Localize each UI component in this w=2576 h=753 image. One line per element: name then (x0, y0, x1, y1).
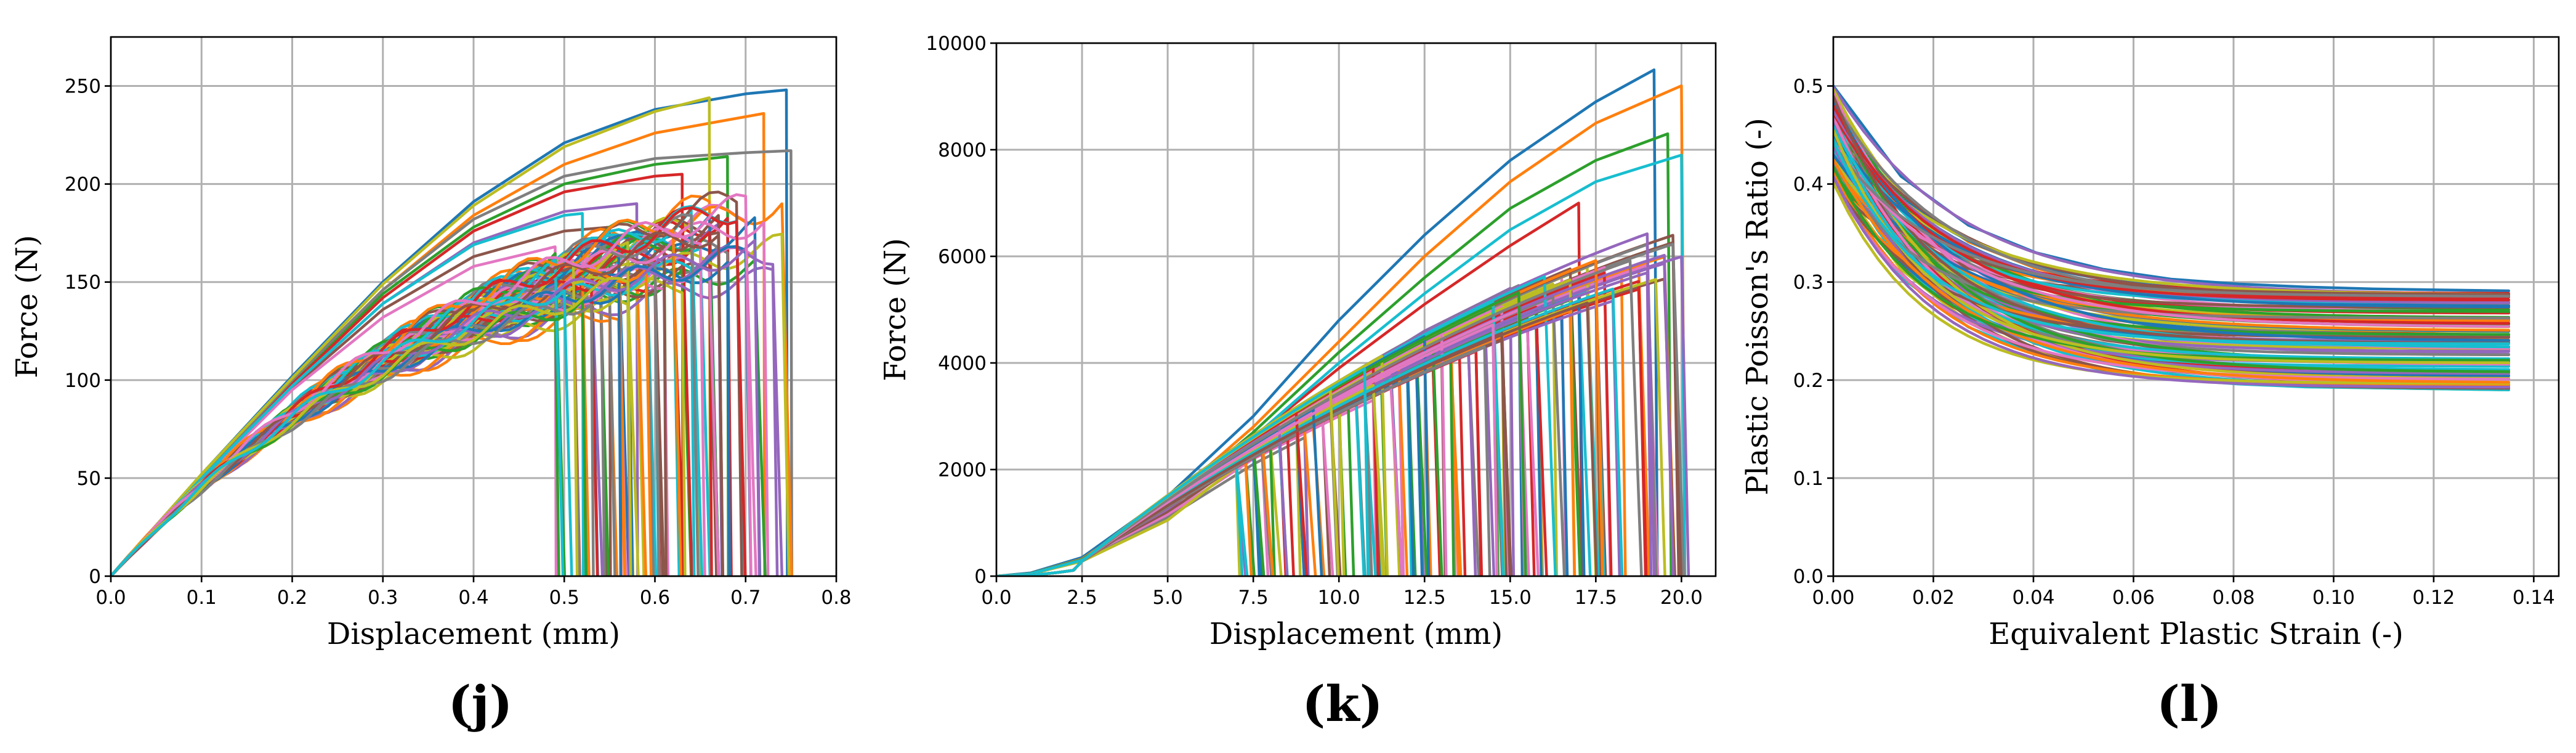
panel-k-x-tick-label: 15.0 (1489, 587, 1532, 609)
panel-j-ticks: 0.0 0.1 0.2 0.3 0.4 0.5 0.6 0.7 0.8 0 50 100 150 200 2… (65, 76, 852, 609)
panel-l-x-tick-label: 0.10 (2312, 587, 2355, 609)
panel-l-y-axis-label: Plastic Poisson's Ratio (-) (1740, 118, 1775, 495)
panel-k-y-tick-label: 8000 (938, 139, 987, 161)
panel-j-series-line (111, 303, 595, 576)
panel-j-x-tick-label: 0.8 (821, 587, 851, 609)
panel-k-y-tick-label: 6000 (938, 246, 987, 268)
panel-k-y-tick-label: 2000 (938, 459, 987, 481)
panel-l-label: (l) (2157, 675, 2222, 733)
panel-j-series-line (111, 232, 725, 576)
panel-j-series-line (111, 212, 585, 576)
panel-j-series-line (111, 289, 573, 576)
panel-j-x-tick-label: 0.3 (368, 587, 398, 609)
panel-k-y-tick-label: 0 (974, 566, 987, 588)
panel-k-x-tick-label: 10.0 (1318, 587, 1360, 609)
panel-k-x-tick-label: 5.0 (1152, 587, 1182, 609)
panel-k-y-tick-label: 10000 (926, 33, 987, 55)
panel-j-series-line (111, 96, 712, 576)
panel-l-series-line (1833, 132, 2511, 309)
panel-l-x-tick-label: 0.00 (1812, 587, 1854, 609)
panel-j-x-tick-label: 0.2 (277, 587, 307, 609)
panel-l-y-tick-label: 0.2 (1793, 370, 1823, 392)
panel-k-series-line (996, 153, 1687, 576)
panel-j-y-tick-label: 50 (77, 468, 101, 490)
panel-k: 0.0 2.5 5.0 7.5 10.0 12.5 15.0 17.5 20.0 0 2000 400… (878, 33, 1717, 733)
panel-l-x-tick-label: 0.02 (1912, 587, 1955, 609)
panel-k-series-line (996, 367, 1370, 576)
panel-j-y-tick-label: 200 (65, 174, 101, 196)
panel-j-series-line (111, 306, 626, 576)
panel-k-x-tick-label: 12.5 (1403, 587, 1446, 609)
panel-l-y-tick-label: 0.3 (1793, 272, 1823, 294)
panel-j-series-line (111, 277, 687, 576)
panel-k-x-axis-label: Displacement (mm) (1209, 617, 1503, 651)
panel-l-series-line (1833, 158, 2511, 384)
panel-l-x-tick-label: 0.04 (2012, 587, 2054, 609)
panel-j-series-line (111, 309, 619, 576)
panel-k-x-tick-label: 20.0 (1660, 587, 1703, 609)
panel-l-x-tick-label: 0.14 (2513, 587, 2555, 609)
panel-j-x-tick-label: 0.6 (640, 587, 670, 609)
panel-l-ticks: 0.00 0.02 0.04 0.06 0.08 0.10 0.12 0.14 0.0 0.1 0.… (1793, 76, 2555, 609)
panel-k-ticks: 0.0 2.5 5.0 7.5 10.0 12.5 15.0 17.5 20.0 0 2000 400… (926, 33, 1703, 609)
panel-l-x-tick-label: 0.06 (2112, 587, 2155, 609)
panel-l-x-tick-label: 0.12 (2412, 587, 2455, 609)
panel-j-y-tick-label: 100 (65, 370, 101, 392)
panel-j-y-axis-label: Force (N) (10, 235, 44, 378)
panel-k-x-tick-label: 7.5 (1238, 587, 1268, 609)
panel-l-series-line (1833, 104, 2511, 302)
panel-j-x-axis-label: Displacement (mm) (327, 617, 620, 651)
panel-j-series-line (111, 277, 640, 576)
panel-j-x-tick-label: 0.0 (95, 587, 126, 609)
panel-l-x-tick-label: 0.08 (2212, 587, 2255, 609)
panel-j-series-line (111, 226, 612, 576)
panel-j-label: (j) (448, 675, 513, 733)
panel-l-y-tick-label: 0.4 (1793, 174, 1823, 196)
panel-j-x-tick-label: 0.4 (458, 587, 488, 609)
panel-l-plot-frame (1832, 36, 2560, 577)
panel-l-series-line (1833, 143, 2511, 298)
panel-j-x-tick-label: 0.7 (730, 587, 761, 609)
panel-j-y-tick-label: 0 (89, 566, 101, 588)
panel-k-x-tick-label: 2.5 (1067, 587, 1097, 609)
panel-l-y-tick-label: 0.1 (1793, 468, 1823, 490)
panel-l-series-line (1833, 141, 2511, 328)
panel-j-x-tick-label: 0.5 (549, 587, 579, 609)
panel-l-series (1833, 84, 2511, 391)
panel-l-y-tick-label: 0.5 (1793, 76, 1823, 98)
panel-j-series (111, 88, 794, 576)
panel-k-x-tick-label: 17.5 (1575, 587, 1617, 609)
panel-l: 0.00 0.02 0.04 0.06 0.08 0.10 0.12 0.14 0.0 0.1 0.… (1740, 36, 2560, 733)
panel-l-series-line (1833, 99, 2511, 342)
panel-l-series-line (1833, 181, 2511, 385)
panel-k-label: (k) (1302, 675, 1383, 733)
panel-l-series-line (1833, 175, 2511, 389)
panel-k-y-tick-label: 4000 (938, 352, 987, 375)
panel-k-x-tick-label: 0.0 (981, 587, 1011, 609)
panel-k-plot-frame (995, 42, 1717, 577)
panel-l-series-line (1833, 129, 2511, 364)
panel-l-x-axis-label: Equivalent Plastic Strain (-) (1989, 617, 2404, 651)
panel-l-y-tick-label: 0.0 (1793, 566, 1823, 588)
panel-l-series-line (1833, 140, 2511, 346)
panel-k-y-axis-label: Force (N) (878, 238, 913, 381)
panel-j-y-tick-label: 250 (65, 76, 101, 98)
panel-k-series-line (996, 433, 1261, 576)
panel-j-x-tick-label: 0.1 (187, 587, 217, 609)
panel-j: 0.0 0.1 0.2 0.3 0.4 0.5 0.6 0.7 0.8 0 50 100 150 200 2… (10, 36, 852, 733)
panel-k-series (996, 68, 1690, 576)
panel-j-y-tick-label: 150 (65, 272, 101, 294)
